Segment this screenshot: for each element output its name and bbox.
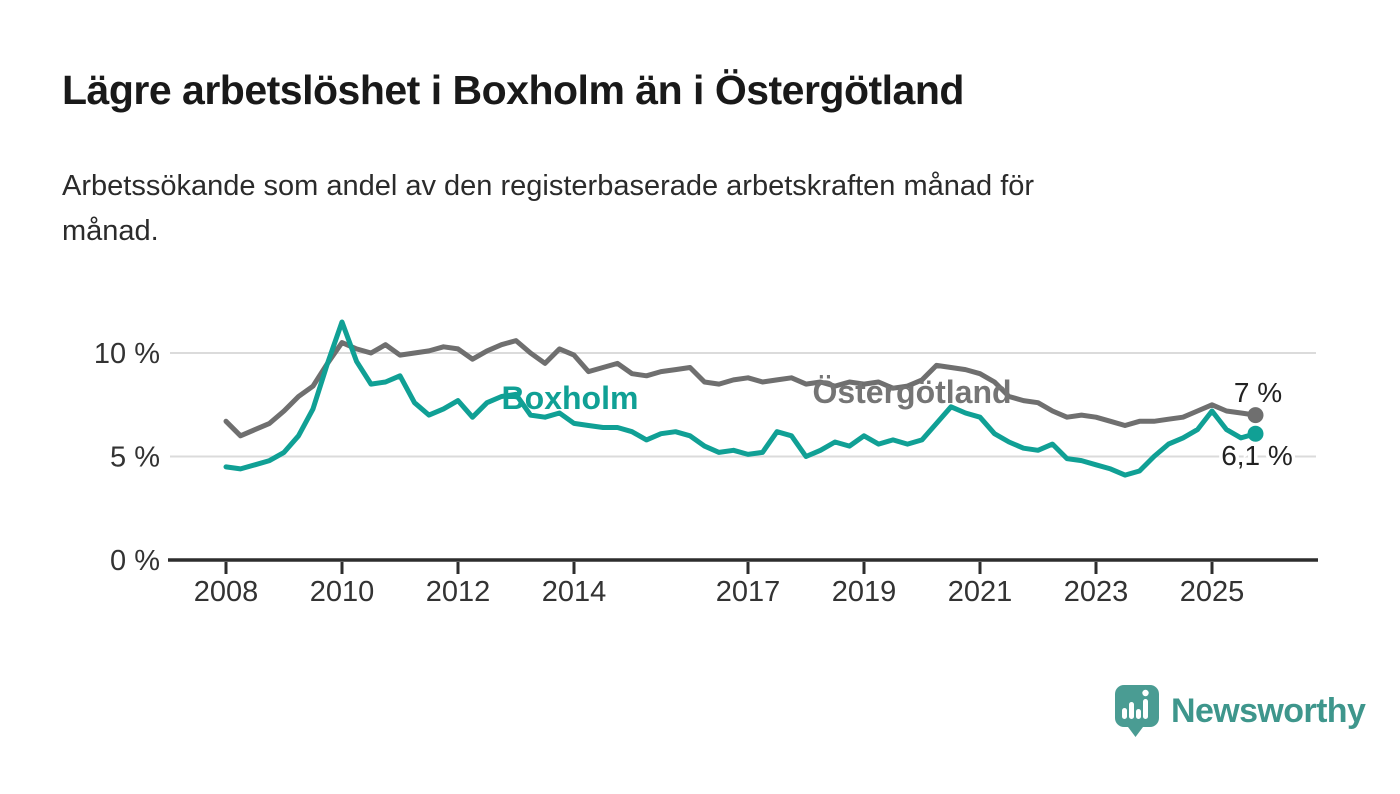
- end-dot-boxholm: [1247, 425, 1264, 442]
- end-value-label-östergötland: 7 %: [1234, 377, 1282, 408]
- x-tick-label: 2019: [832, 576, 897, 608]
- series-label-boxholm: Boxholm: [502, 380, 639, 416]
- x-tick-label: 2021: [948, 576, 1013, 608]
- bar-1: [1122, 708, 1127, 719]
- y-tick-label: 10 %: [94, 338, 160, 370]
- series-line-boxholm: [223, 319, 1258, 478]
- page-title: Lägre arbetslöshet i Boxholm än i Österg…: [62, 67, 964, 113]
- series-label-östergötland: Östergötland: [812, 374, 1011, 410]
- exclamation-dot: [1142, 689, 1149, 697]
- chart-subtitle: Arbetssökande som andel av den registerb…: [62, 164, 1342, 254]
- x-tick-label: 2012: [426, 576, 491, 608]
- bar-3: [1136, 709, 1141, 719]
- x-tick-label: 2025: [1180, 576, 1245, 608]
- unemployment-line-chart: 2008 2010 2012 2014 2017 2019 2021 2023 2025 0 % 5…: [94, 319, 1318, 608]
- bar-2: [1129, 702, 1134, 719]
- newsworthy-logo: Newsworthy: [1114, 684, 1366, 738]
- brand-name: Newsworthy: [1171, 691, 1366, 730]
- x-tick-label: 2023: [1064, 576, 1129, 608]
- y-tick-label: 5 %: [110, 442, 160, 474]
- y-tick-label: 0 %: [110, 545, 160, 577]
- series-line-östergötland: [223, 338, 1258, 439]
- x-tick-label: 2010: [310, 576, 375, 608]
- exclamation-bar: [1143, 699, 1148, 719]
- end-dot-östergötland: [1247, 407, 1264, 424]
- subtitle-line-2: månad.: [62, 215, 159, 247]
- subtitle-line-1: Arbetssökande som andel av den registerb…: [62, 170, 1035, 202]
- x-tick-label: 2008: [194, 576, 259, 608]
- x-tick-label: 2017: [716, 576, 781, 608]
- x-tick-label: 2014: [542, 576, 607, 608]
- newsworthy-bubble-icon: [1115, 685, 1159, 737]
- end-value-label-boxholm: 6,1 %: [1221, 440, 1293, 471]
